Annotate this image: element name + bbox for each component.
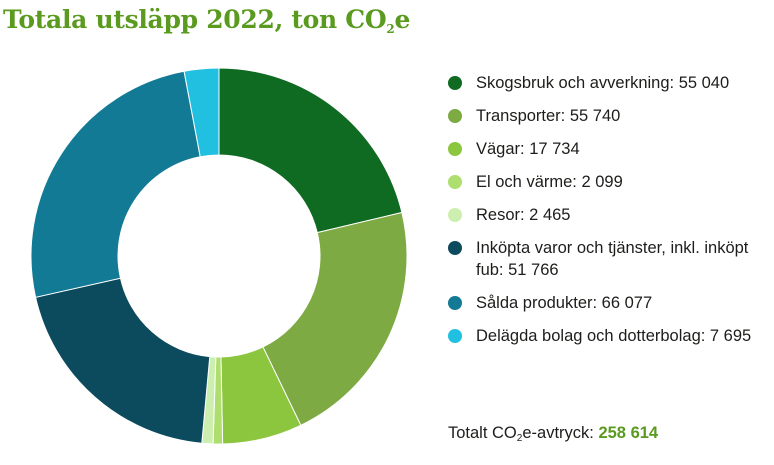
legend-swatch	[448, 142, 462, 156]
title-suffix: e	[394, 5, 411, 34]
chart-legend: Skogsbruk och avverkning: 55 040 Transpo…	[448, 72, 768, 358]
legend-label: Sålda produkter: 66 077	[476, 294, 653, 312]
donut-slice-7	[30, 70, 201, 298]
legend-swatch	[448, 208, 462, 222]
legend-item: Delägda bolag och dotterbolag: 7 695	[448, 325, 768, 347]
chart-title: Totala utsläpp 2022, ton CO2e	[3, 5, 410, 36]
donut-slice-8	[183, 67, 220, 158]
legend-swatch	[448, 175, 462, 189]
legend-label: Skogsbruk och avverkning: 55 040	[476, 74, 730, 92]
legend-label: Transporter: 55 740	[476, 107, 621, 125]
legend-item: Inköpta varor och tjänster, inkl. inköpt…	[448, 237, 768, 281]
legend-item: Vägar: 17 734	[448, 138, 768, 160]
donut-slices	[30, 67, 408, 445]
legend-item: El och värme: 2 099	[448, 171, 768, 193]
legend-swatch	[448, 241, 462, 255]
donut-chart	[30, 67, 408, 445]
legend-item: Sålda produkter: 66 077	[448, 292, 768, 314]
legend-label: Resor: 2 465	[476, 206, 571, 224]
title-subscript: 2	[386, 22, 395, 36]
donut-slice-2	[262, 211, 408, 426]
legend-item: Skogsbruk och avverkning: 55 040	[448, 72, 768, 94]
legend-swatch	[448, 76, 462, 90]
donut-slice-1	[218, 67, 403, 234]
legend-swatch	[448, 296, 462, 310]
total-suffix: e-avtryck:	[522, 424, 599, 442]
legend-swatch	[448, 109, 462, 123]
legend-label: El och värme: 2 099	[476, 173, 623, 191]
legend-item: Resor: 2 465	[448, 204, 768, 226]
legend-label: Vägar: 17 734	[476, 140, 580, 158]
donut-slice-6	[34, 277, 211, 444]
legend-label: Delägda bolag och dotterbolag: 7 695	[476, 327, 752, 345]
total-prefix: Totalt CO	[448, 424, 517, 442]
total-footprint: Totalt CO2e-avtryck: 258 614	[448, 424, 658, 444]
legend-item: Transporter: 55 740	[448, 105, 768, 127]
title-main: Totala utsläpp 2022, ton CO	[3, 5, 387, 34]
legend-label: Inköpta varor och tjänster, inkl. inköpt…	[476, 239, 749, 279]
total-subscript: 2	[516, 433, 523, 444]
total-value: 258 614	[598, 424, 659, 442]
legend-swatch	[448, 329, 462, 343]
